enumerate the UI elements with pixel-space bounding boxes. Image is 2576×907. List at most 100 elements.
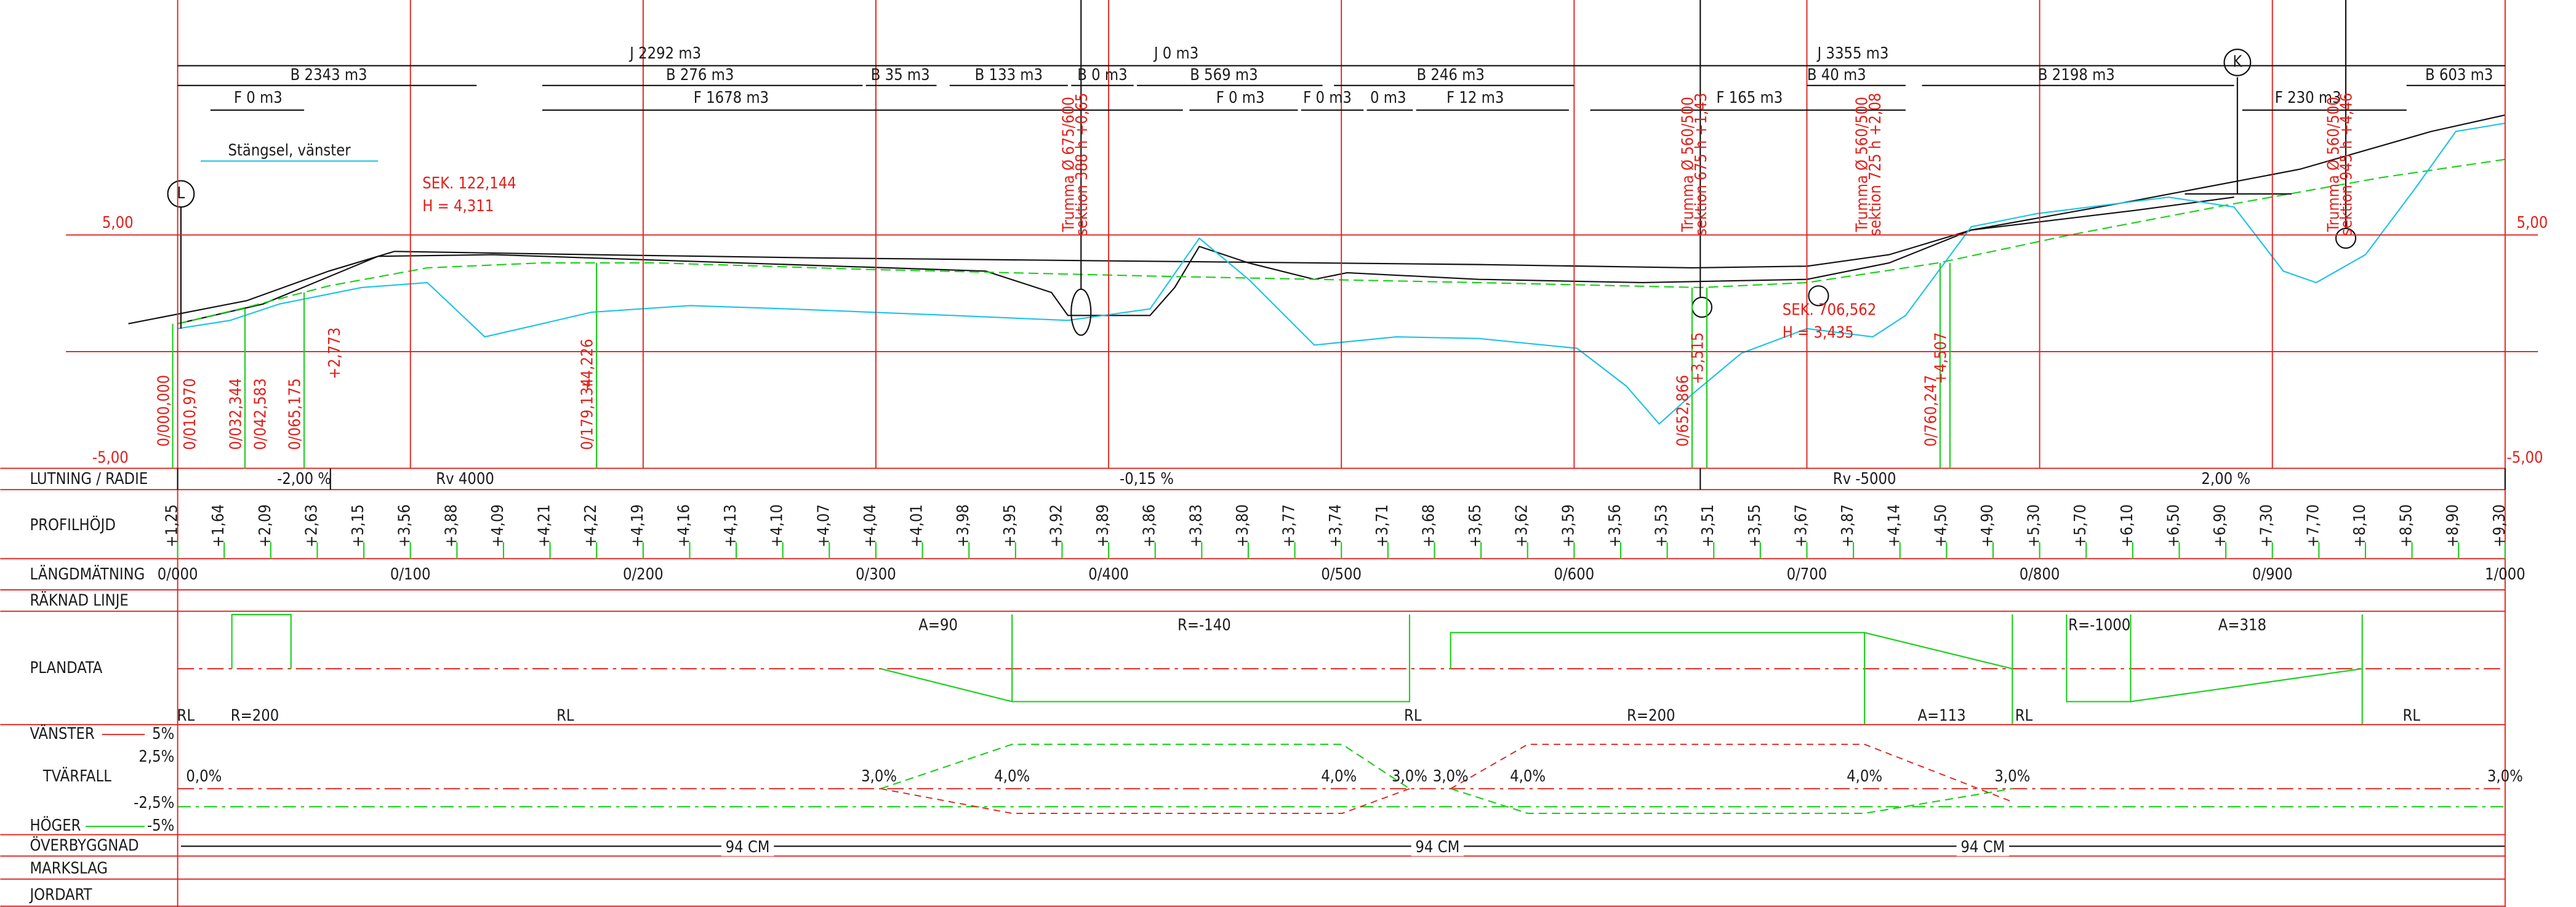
crossfall-right-edge bbox=[880, 743, 2013, 814]
chainage-label: 0/600 bbox=[1554, 565, 1594, 583]
crossfall-left bbox=[880, 743, 2013, 814]
chainage-label: 0/100 bbox=[390, 565, 431, 583]
label-background bbox=[1956, 839, 2009, 857]
crossfall-label: 3,0% bbox=[1433, 767, 1469, 785]
row-label: MARKSLAG bbox=[30, 859, 108, 877]
profile-height: +4,50 bbox=[1931, 504, 1949, 547]
profile-height: +4,10 bbox=[768, 504, 786, 547]
marker-label: K bbox=[2233, 52, 2242, 70]
crossfall-label: 3,0% bbox=[1994, 767, 2030, 785]
pavement-label: 94 CM bbox=[1960, 837, 2005, 856]
chainage-label: 0/400 bbox=[1088, 565, 1129, 583]
section-height: H = 4,311 bbox=[422, 196, 494, 215]
profile-height: +3,74 bbox=[1326, 504, 1344, 547]
label-background bbox=[1411, 839, 1464, 857]
level-label: 5,00 bbox=[2517, 213, 2548, 232]
marker-label: L bbox=[177, 183, 185, 202]
profile-height: +4,22 bbox=[581, 504, 600, 547]
point-label: 0/032,344 bbox=[227, 378, 245, 449]
chainage-label: 0/900 bbox=[2252, 565, 2293, 583]
culvert-label: Trumma Ø 560/500 bbox=[1852, 97, 1871, 233]
fence-label: Stängsel, vänster bbox=[228, 141, 351, 159]
plan-label: A=90 bbox=[918, 616, 958, 634]
profile-height: +3,65 bbox=[1466, 504, 1484, 547]
profile-height: +7,30 bbox=[2257, 504, 2276, 547]
fill-volume: B 133 m3 bbox=[975, 65, 1043, 84]
chainage-label: 0/000 bbox=[158, 565, 198, 583]
design-profile bbox=[177, 158, 2505, 325]
chainage-label: 0/500 bbox=[1321, 565, 1362, 583]
plan-label: RL bbox=[556, 706, 574, 724]
profile-height: +4,21 bbox=[535, 504, 553, 547]
point-label: +2,773 bbox=[325, 328, 343, 379]
crossfall-label: 4,0% bbox=[1510, 767, 1546, 785]
crossfall-scale: -5% bbox=[147, 816, 174, 834]
f-volume: F 0 m3 bbox=[234, 88, 283, 107]
profile-height: +3,98 bbox=[953, 504, 972, 547]
row-label: TVÄRFALL bbox=[42, 767, 111, 785]
chainage-label: 0/200 bbox=[623, 565, 664, 583]
crossfall-label: 3,0% bbox=[1392, 767, 1427, 785]
profile-height: +3,55 bbox=[1745, 504, 1763, 547]
f-volume: F 0 m3 bbox=[1303, 88, 1352, 107]
profile-height: +4,19 bbox=[628, 504, 646, 547]
existing-road bbox=[177, 196, 2234, 325]
crossfall-label: 4,0% bbox=[994, 767, 1030, 785]
fill-volume: B 276 m3 bbox=[666, 65, 734, 84]
culvert-label: Trumma Ø 560/500 bbox=[2324, 97, 2342, 233]
chainage-label: 1/000 bbox=[2485, 565, 2526, 583]
cut-volume: J 3355 m3 bbox=[1816, 44, 1888, 62]
level-label: 5,00 bbox=[102, 213, 134, 232]
f-volume: F 12 m3 bbox=[1446, 88, 1504, 107]
crossfall-label: 3,0% bbox=[2487, 767, 2523, 785]
profile-height: +4,90 bbox=[1978, 504, 1996, 547]
row-label: JORDART bbox=[28, 885, 92, 903]
culvert-label: Trumma Ø 675/600 bbox=[1059, 97, 1078, 233]
row-label: PLANDATA bbox=[30, 658, 102, 677]
gradient-label: Rv 4000 bbox=[436, 469, 494, 488]
f-volume: 0 m3 bbox=[1370, 88, 1406, 107]
plan-label: RL bbox=[2015, 706, 2033, 724]
point-label: 0/010,970 bbox=[180, 378, 199, 449]
profile-height: +2,09 bbox=[255, 504, 274, 547]
level-label: -5,00 bbox=[2507, 448, 2543, 467]
profile-height: +6,10 bbox=[2117, 504, 2136, 547]
profile-height: +3,95 bbox=[1000, 504, 1019, 547]
crossfall-label: 4,0% bbox=[1321, 767, 1357, 785]
profile-height: +8,50 bbox=[2397, 504, 2415, 547]
plan-label: R=200 bbox=[1627, 706, 1675, 724]
row-label: PROFILHÖJD bbox=[30, 515, 115, 534]
marker-circle bbox=[167, 180, 195, 208]
point-label: +4,507 bbox=[1932, 333, 1950, 384]
plan-label: RL bbox=[177, 706, 195, 724]
profile-height: +3,15 bbox=[348, 504, 367, 547]
gradient-label: 2,00 % bbox=[2201, 469, 2250, 488]
fill-volume: B 35 m3 bbox=[871, 65, 930, 84]
point-label: +3,515 bbox=[1688, 333, 1707, 384]
profile-height: +8,90 bbox=[2443, 504, 2462, 547]
profile-height: +5,30 bbox=[2024, 504, 2043, 547]
crossfall-scale: 5% bbox=[152, 724, 174, 743]
fill-volume: B 2198 m3 bbox=[2038, 65, 2115, 84]
plan-label: RL bbox=[1404, 706, 1422, 724]
profile-height: +3,56 bbox=[1605, 504, 1624, 547]
profile-height: +3,62 bbox=[1512, 504, 1531, 547]
chainage-label: 0/300 bbox=[856, 565, 896, 583]
profile-height: +3,80 bbox=[1233, 504, 1251, 547]
profile-height: +3,68 bbox=[1419, 504, 1437, 547]
chainage-label: 0/800 bbox=[2020, 565, 2060, 583]
profile-height: +3,92 bbox=[1046, 504, 1065, 547]
plan-label: RL bbox=[2402, 706, 2420, 724]
profile-height: +3,83 bbox=[1186, 504, 1205, 547]
plan-label: A=113 bbox=[1917, 706, 1965, 724]
profile-height: +4,01 bbox=[907, 504, 926, 547]
row-label: LÄNGDMÄTNING bbox=[30, 565, 145, 583]
plan-label: R=-1000 bbox=[2068, 616, 2130, 634]
culvert-section: sektion 675 h +1,43 bbox=[1691, 93, 1710, 236]
cut-volume: J 2292 m3 bbox=[628, 44, 701, 62]
profile-height: +3,53 bbox=[1652, 504, 1671, 547]
plan-label: A=318 bbox=[2218, 616, 2266, 634]
level-label: -5,00 bbox=[92, 448, 129, 467]
fill-volume: B 569 m3 bbox=[1190, 65, 1258, 84]
